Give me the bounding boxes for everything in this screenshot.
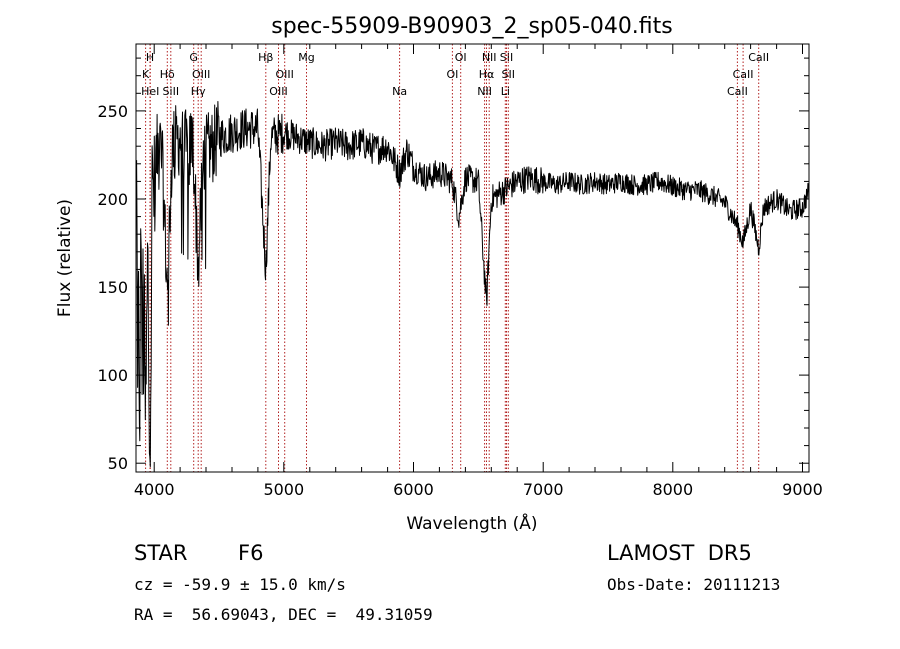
spectral-line-label: H [146,51,154,64]
spectral-line-label: Hγ [191,85,206,98]
spectral-line-label: OIII [269,85,287,98]
spectral-line-label: Hα [479,68,495,81]
spectral-line-label: OIII [276,68,294,81]
survey-label: LAMOST DR5 [607,541,752,565]
y-tick-label: 100 [97,366,128,385]
chart-title: spec-55909-B90903_2_sp05-040.fits [271,14,673,39]
spectral-line-label: K [142,68,150,81]
y-tick-label: 200 [97,190,128,209]
spectrum-line [136,101,810,468]
plot-frame [135,43,810,473]
object-class: STAR [134,541,188,565]
spectral-line-label: SII [500,51,513,64]
spectral-line-label: NII [482,51,497,64]
spectral-line-label: Hβ [258,51,273,64]
spectral-line-label: Mg [298,51,314,64]
spectral-line-label: OI [446,68,458,81]
y-tick-label: 250 [97,102,128,121]
spectral-line-label: Li [501,85,510,98]
x-tick-label: 4000 [134,480,175,499]
spectral-line-label: Na [392,85,407,98]
spectral-line-label: CaII [727,85,748,98]
spectral-line-label: CaII [748,51,769,64]
object-subclass: F6 [238,541,264,565]
spectral-line-label: OIII [192,68,210,81]
x-axis-label: Wavelength (Å) [406,512,537,534]
y-tick-label: 150 [97,278,128,297]
y-tick-label: 50 [108,454,128,473]
coordinates-readout: RA = 56.69043, DEC = 49.31059 [134,605,433,624]
y-axis-label: Flux (relative) [55,199,75,317]
spectral-line-label: CaII [733,68,754,81]
spectral-line-label: SII [502,68,515,81]
spectral-line-label: OI [455,51,467,64]
x-tick-label: 6000 [393,480,434,499]
x-tick-label: 7000 [523,480,564,499]
x-tick-label: 5000 [263,480,304,499]
redshift-readout: cz = -59.9 ± 15.0 km/s [134,575,346,594]
x-tick-label: 9000 [782,480,823,499]
obs-date-readout: Obs-Date: 20111213 [607,575,781,594]
spectral-line-label: NII [477,85,492,98]
spectral-line-label: G [189,51,198,64]
spectral-line-label: Hδ [160,68,175,81]
x-tick-label: 8000 [652,480,693,499]
spectral-line-label: SiII [163,85,180,98]
spectral-line-label: HeI [141,85,159,98]
